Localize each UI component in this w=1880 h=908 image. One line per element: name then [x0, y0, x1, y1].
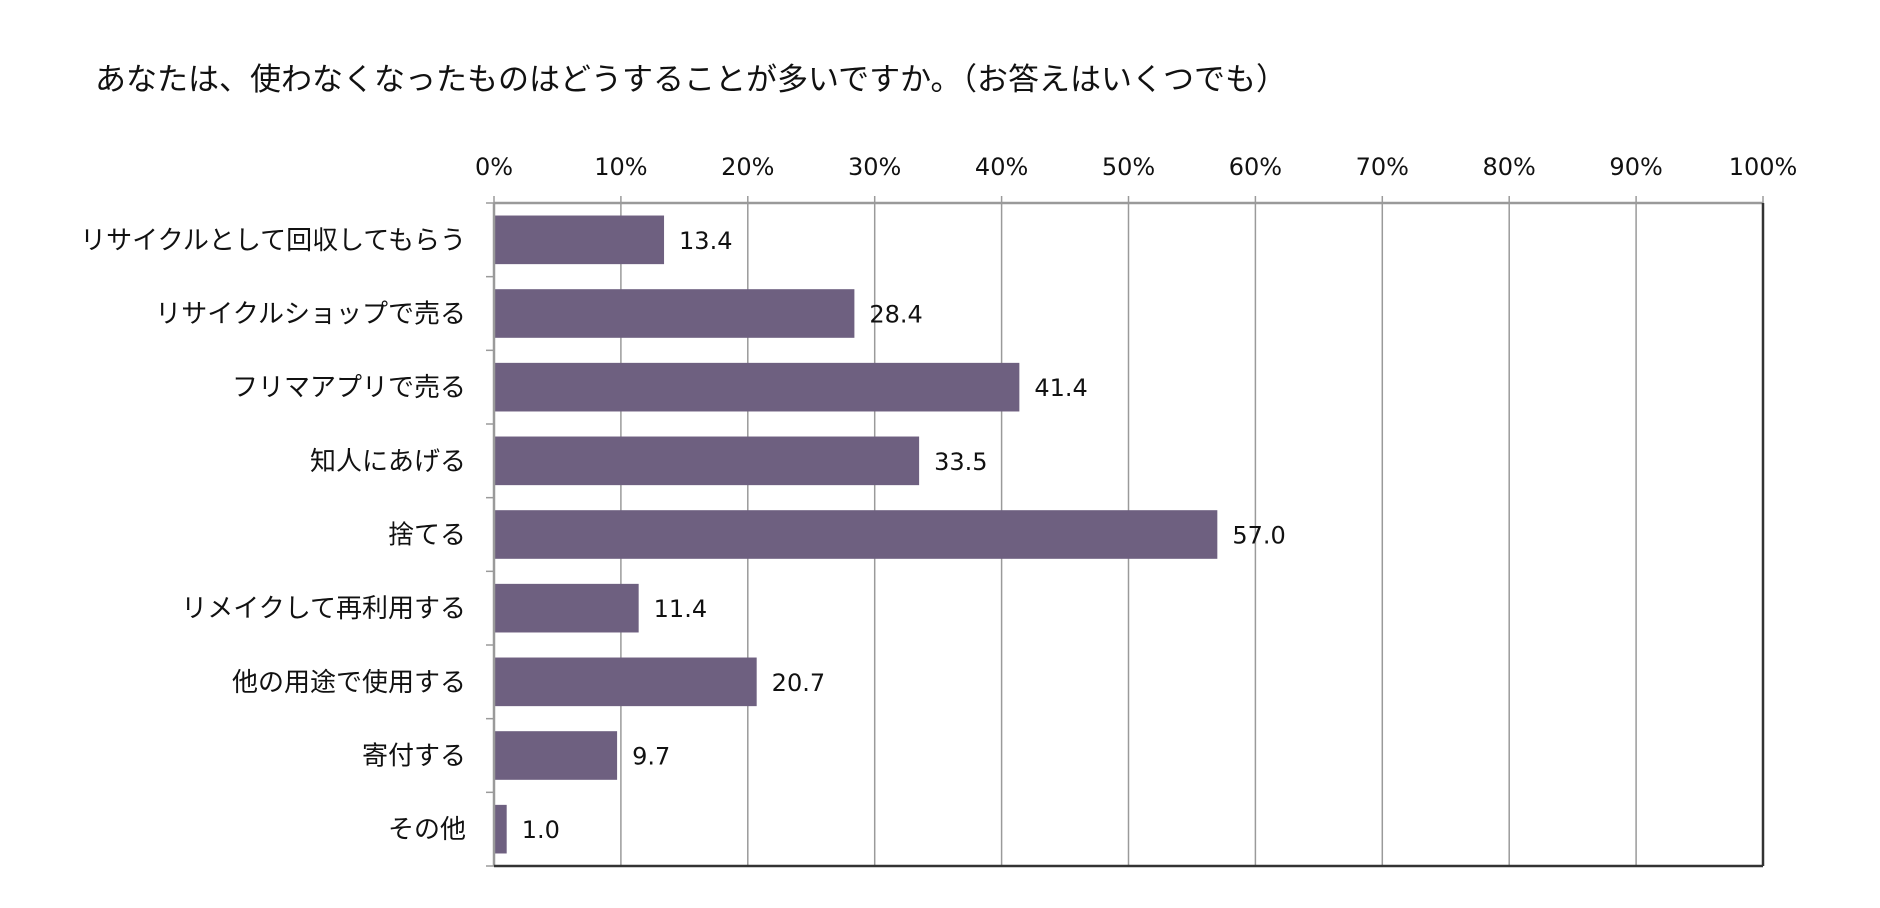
bar — [494, 510, 1218, 559]
x-tick-label: 10% — [594, 153, 647, 181]
x-tick-label: 40% — [975, 153, 1028, 181]
category-label: 捨てる — [388, 521, 466, 551]
bar — [494, 804, 507, 854]
x-tick-label: 50% — [1102, 153, 1155, 181]
x-tick-label: 20% — [721, 153, 774, 181]
bars — [494, 215, 1218, 854]
category-label: 他の用途で使用する — [232, 668, 466, 698]
category-label: リサイクルショップで売る — [155, 300, 466, 330]
category-label: その他 — [388, 815, 466, 845]
category-label: 寄付する — [362, 742, 466, 772]
plot-frame — [492, 201, 1765, 868]
value-labels: 13.4 28.4 41.4 33.5 57.0 11.4 20.7 9.7 1.0 — [522, 227, 1286, 844]
x-tick-label: 0% — [475, 153, 513, 181]
bar — [494, 289, 855, 338]
category-labels: リサイクルとして回収してもらうリサイクルショップで売るフリマアプリで売る知人にあ… — [80, 226, 466, 845]
data-label: 33.5 — [934, 448, 987, 476]
bar — [494, 215, 665, 265]
data-label: 20.7 — [772, 669, 825, 697]
bar — [494, 583, 639, 633]
chart-title: あなたは、使わなくなったものはどうすることが多いですか。（お答えはいくつでも） — [95, 62, 1287, 98]
x-tick-label: 60% — [1229, 153, 1282, 181]
bar — [494, 362, 1020, 412]
data-label: 28.4 — [869, 301, 922, 329]
x-tick-label: 30% — [848, 153, 901, 181]
bar — [494, 436, 920, 486]
x-tick-label: 100% — [1729, 153, 1798, 181]
category-label: リメイクして再利用する — [181, 594, 466, 624]
data-label: 57.0 — [1232, 522, 1285, 550]
data-label: 9.7 — [632, 743, 670, 771]
data-label: 1.0 — [522, 816, 560, 844]
x-tick-label: 80% — [1483, 153, 1536, 181]
category-label: 知人にあげる — [310, 447, 466, 477]
x-tick-label: 70% — [1356, 153, 1409, 181]
data-label: 11.4 — [654, 595, 707, 623]
category-label: フリマアプリで売る — [232, 373, 466, 403]
category-label: リサイクルとして回収してもらう — [80, 226, 466, 256]
data-label: 13.4 — [679, 227, 732, 255]
x-axis-ticks: 0% 10% 20% 30% 40% 50% 60% 70% 80% 90% 100% — [475, 153, 1798, 867]
data-label: 41.4 — [1034, 374, 1087, 402]
bar — [494, 657, 757, 707]
bar — [494, 731, 618, 780]
x-tick-label: 90% — [1609, 153, 1662, 181]
